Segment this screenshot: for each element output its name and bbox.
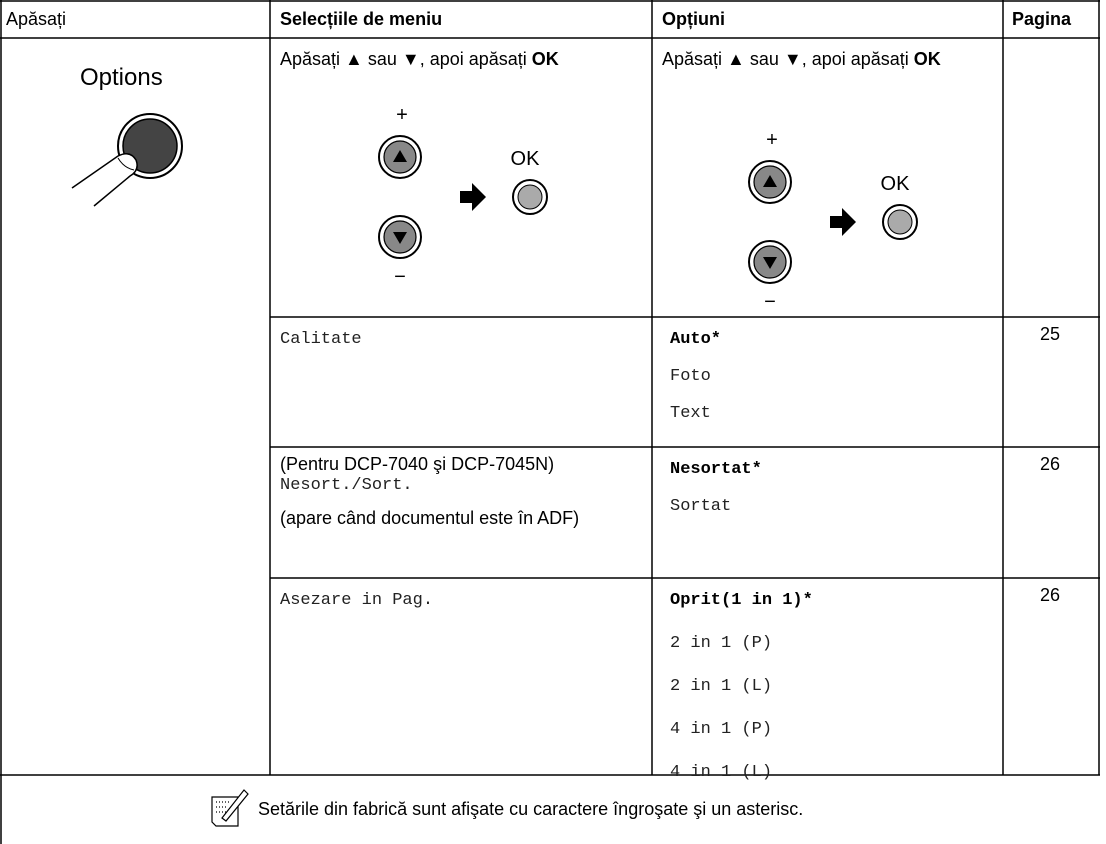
note: Setările din fabrică sunt afişate cu car… <box>258 799 804 819</box>
option: 2 in 1 (L) <box>670 677 773 696</box>
diagram-label: − <box>394 266 406 288</box>
instruction-text: Apăsați ▲ sau ▼, apoi apăsați <box>280 49 532 69</box>
ok-button <box>517 184 543 210</box>
arrow-glyph <box>393 150 407 162</box>
diagram-label: OK <box>511 148 541 170</box>
button-diagram: + − OK <box>378 104 548 288</box>
button-diagram: + − OK <box>748 129 918 313</box>
ok-button <box>887 209 913 235</box>
arrow-glyph <box>763 257 777 269</box>
instruction: Apăsați ▲ sau ▼, apoi apăsați OK <box>662 48 982 70</box>
arrow-glyph <box>763 175 777 187</box>
page-number: 26 <box>1040 585 1061 605</box>
option: 2 in 1 (P) <box>670 634 773 653</box>
page-number: 26 <box>1040 454 1061 474</box>
header-cell: Apăsați <box>6 9 67 29</box>
arrow <box>830 208 856 236</box>
button-label: Options <box>80 64 163 91</box>
diagram-label: − <box>764 291 776 313</box>
option: Auto* <box>670 330 722 349</box>
header-cell: Pagina <box>1012 9 1072 29</box>
option: Text <box>670 404 711 423</box>
arrow <box>460 183 486 211</box>
page-number: 25 <box>1040 324 1061 344</box>
menu-note: (Pentru DCP-7040 şi DCP-7045N) <box>280 454 555 474</box>
option: Sortat <box>670 497 732 516</box>
instruction-text: Apăsați ▲ sau ▼, apoi apăsați <box>662 49 914 69</box>
menu-item: Calitate <box>280 330 362 349</box>
menu-item: Asezare in Pag. <box>280 591 434 610</box>
header-cell: Opțiuni <box>662 9 725 29</box>
instruction-key: OK <box>913 49 941 69</box>
menu-note: (apare când documentul este în ADF) <box>280 508 580 528</box>
arrow-glyph <box>393 232 407 244</box>
header-cell: Selecțiile de meniu <box>280 9 443 29</box>
diagram-label: + <box>396 104 408 126</box>
instruction-key: OK <box>531 49 559 69</box>
option: Nesortat* <box>670 460 762 479</box>
option: Foto <box>670 367 711 386</box>
instruction: Apăsați ▲ sau ▼, apoi apăsați OK <box>280 48 652 70</box>
option: Oprit(1 in 1)* <box>670 591 813 610</box>
diagram-label: + <box>766 129 778 151</box>
diagram-label: OK <box>881 173 911 195</box>
options-button-icon <box>71 113 183 207</box>
option: 4 in 1 (L) <box>670 763 773 782</box>
option: 4 in 1 (P) <box>670 720 773 739</box>
note-icon <box>211 789 249 827</box>
menu-item: Nesort./Sort. <box>280 476 413 495</box>
